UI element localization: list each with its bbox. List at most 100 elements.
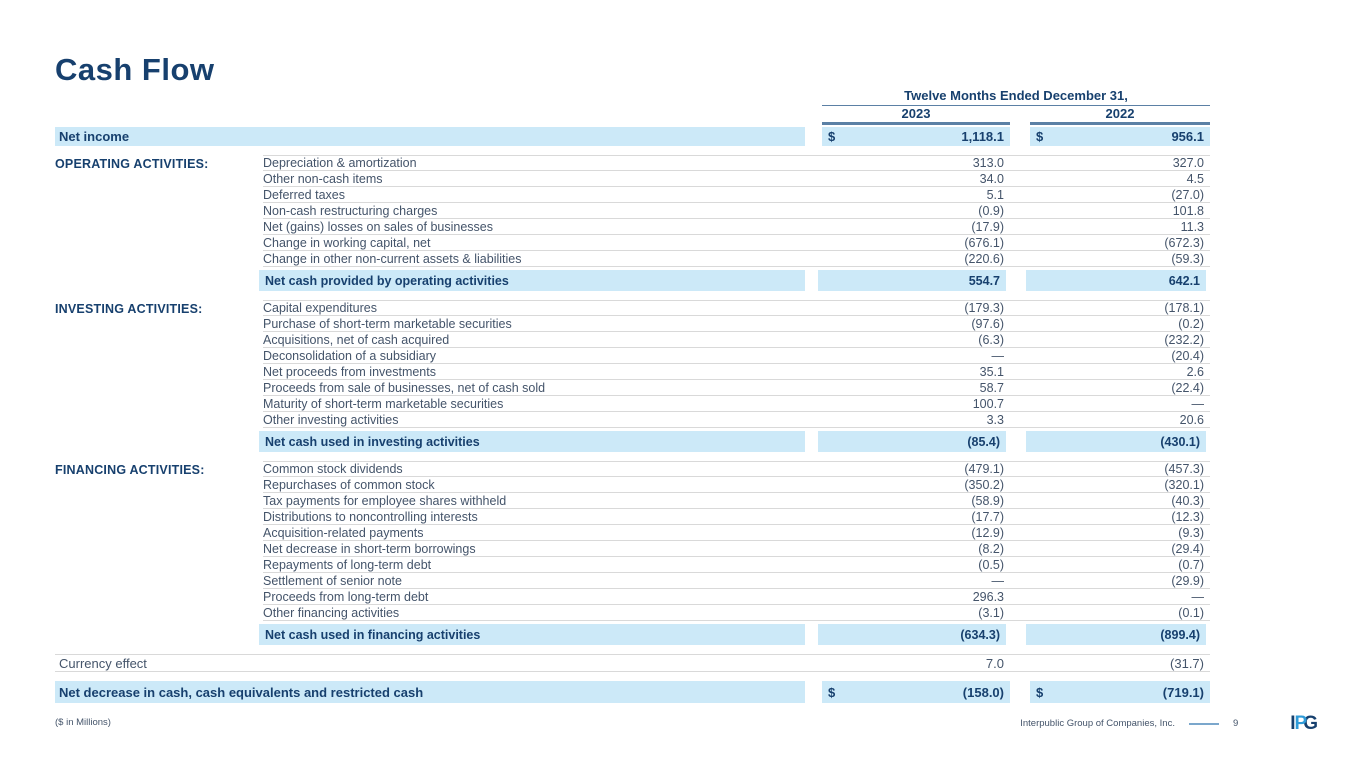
table-row: Net proceeds from investments 35.1 2.6 <box>263 364 1210 380</box>
period-header: Twelve Months Ended December 31, <box>822 88 1210 106</box>
table-row: Net decrease in short-term borrowings (8.… <box>263 541 1210 557</box>
value-2023: (6.3) <box>978 332 1004 347</box>
subtotal-2023: (85.4) <box>818 431 1006 452</box>
table-row: Acquisitions, net of cash acquired (6.3) (… <box>263 332 1210 348</box>
activity-sections: OPERATING ACTIVITIES: Depreciation & amor… <box>55 155 1210 645</box>
subtotal-2022: 642.1 <box>1026 270 1206 291</box>
subtotal-2023: 554.7 <box>818 270 1006 291</box>
ipg-logo: IPG <box>1290 713 1318 734</box>
value-2023: (12.9) <box>971 525 1004 540</box>
value-2023: (0.9) <box>978 203 1004 218</box>
net-decrease-2023: $ (158.0) <box>822 681 1010 703</box>
row-label: Deconsolidation of a subsidiary <box>263 348 437 363</box>
column-gap <box>1006 624 1026 645</box>
row-label: Deferred taxes <box>263 187 345 202</box>
value-2023: — <box>991 573 1005 588</box>
row-label: Change in working capital, net <box>263 235 431 250</box>
row-label: Common stock dividends <box>263 462 403 476</box>
section-title: OPERATING ACTIVITIES: <box>55 157 209 171</box>
year-headers: 2023 2022 <box>822 106 1210 125</box>
table-row: Tax payments for employee shares withhel… <box>263 493 1210 509</box>
row-label: Repurchases of common stock <box>263 477 435 492</box>
value-2023: 7.0 <box>985 655 1004 671</box>
table-row: Other investing activities 3.3 20.6 <box>263 412 1210 428</box>
row-label: Net decrease in short-term borrowings <box>263 541 476 556</box>
value-2023: (179.3) <box>964 301 1004 315</box>
subtotal-2022: (430.1) <box>1026 431 1206 452</box>
table-row: Capital expenditures (179.3) (178.1) <box>263 300 1210 316</box>
row-label: Net proceeds from investments <box>263 364 436 379</box>
column-gap <box>805 431 818 452</box>
section-investing: INVESTING ACTIVITIES: Capital expenditure… <box>55 300 1210 452</box>
table-row: Deconsolidation of a subsidiary — (20.4) <box>263 348 1210 364</box>
table-row: Change in other non-current assets & lia… <box>263 251 1210 267</box>
value-2023: 100.7 <box>972 396 1004 411</box>
row-label: Proceeds from long-term debt <box>263 589 429 604</box>
currency-symbol: $ <box>828 684 836 700</box>
row-label: Tax payments for employee shares withhel… <box>263 493 507 508</box>
table-row: Net (gains) losses on sales of businesse… <box>263 219 1210 235</box>
row-label: Net (gains) losses on sales of businesse… <box>263 219 493 234</box>
value-2023: 58.7 <box>979 380 1004 395</box>
row-label: Other investing activities <box>263 412 399 427</box>
value-2023: (220.6) <box>964 251 1004 266</box>
value-2022: (719.1) <box>1162 684 1204 700</box>
value-2022: (672.3) <box>1164 235 1204 250</box>
column-gap <box>1006 270 1026 291</box>
table-row: Common stock dividends (479.1) (457.3) <box>263 461 1210 477</box>
row-label: Change in other non-current assets & lia… <box>263 251 522 266</box>
table-row: Repurchases of common stock (350.2) (320.1… <box>263 477 1210 493</box>
net-decrease-2022: $ (719.1) <box>1030 681 1210 703</box>
net-income-label: Net income <box>55 127 805 146</box>
value-2022: (31.7) <box>1170 655 1204 671</box>
row-label: Capital expenditures <box>263 301 377 315</box>
value-2022: — <box>1191 589 1205 604</box>
value-2022: 20.6 <box>1179 412 1204 427</box>
section-title: FINANCING ACTIVITIES: <box>55 463 205 477</box>
table-row: Depreciation & amortization 313.0 327.0 <box>263 155 1210 171</box>
table-row: Non-cash restructuring charges (0.9) 101.8 <box>263 203 1210 219</box>
value-2022: (232.2) <box>1164 332 1204 347</box>
value-2023: (350.2) <box>964 477 1004 492</box>
value-2023: (479.1) <box>964 462 1004 476</box>
table-row: Deferred taxes 5.1 (27.0) <box>263 187 1210 203</box>
row-label: Distributions to noncontrolling interest… <box>263 509 478 524</box>
table-row: Maturity of short-term marketable securi… <box>263 396 1210 412</box>
subtotal-label: Net cash used in financing activities <box>259 624 805 645</box>
value-2023: — <box>991 348 1005 363</box>
value-2023: 35.1 <box>979 364 1004 379</box>
value-2022: (59.3) <box>1171 251 1204 266</box>
value-2022: (320.1) <box>1164 477 1204 492</box>
net-income-2023: $ 1,118.1 <box>822 127 1010 146</box>
value-2022: 101.8 <box>1172 203 1204 218</box>
value-2022: 327.0 <box>1172 156 1204 170</box>
value-2023: (3.1) <box>978 605 1004 620</box>
net-decrease-label: Net decrease in cash, cash equivalents a… <box>55 681 805 703</box>
table-row: Change in working capital, net (676.1) (67… <box>263 235 1210 251</box>
value-2022: (9.3) <box>1178 525 1204 540</box>
currency-symbol: $ <box>1036 684 1044 700</box>
page-number: 9 <box>1232 718 1239 729</box>
value-2022: 956.1 <box>1171 129 1204 144</box>
value-2022: (20.4) <box>1171 348 1204 363</box>
subtotal-label: Net cash used in investing activities <box>259 431 805 452</box>
value-2023: 1,118.1 <box>961 129 1004 144</box>
logo-letter-g: G <box>1303 713 1318 734</box>
column-header-2023: 2023 <box>822 106 1010 125</box>
table-row: Proceeds from sale of businesses, net of… <box>263 380 1210 396</box>
section-title: INVESTING ACTIVITIES: <box>55 302 203 316</box>
row-label: Other non-cash items <box>263 171 383 186</box>
row-label: Depreciation & amortization <box>263 156 417 170</box>
column-gap <box>805 270 818 291</box>
row-label: Repayments of long-term debt <box>263 557 432 572</box>
value-2022: 11.3 <box>1180 219 1204 234</box>
subtotal-row: Net cash used in financing activities (63… <box>259 624 1210 645</box>
subtotal-2023: (634.3) <box>818 624 1006 645</box>
currency-symbol: $ <box>1036 129 1044 144</box>
table-row: Acquisition-related payments (12.9) (9.3) <box>263 525 1210 541</box>
row-label: Settlement of senior note <box>263 573 402 588</box>
column-header-2022: 2022 <box>1030 106 1210 125</box>
subtotal-label: Net cash provided by operating activitie… <box>259 270 805 291</box>
row-label: Proceeds from sale of businesses, net of… <box>263 380 546 395</box>
